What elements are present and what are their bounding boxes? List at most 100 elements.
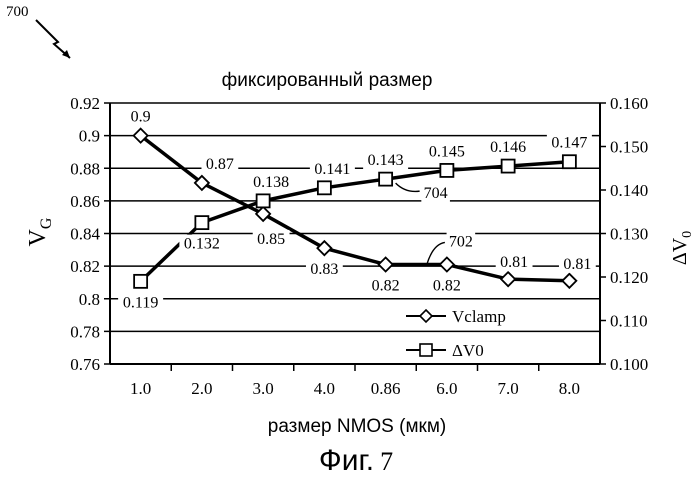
vclamp-point <box>377 256 394 273</box>
series-lines <box>139 134 570 283</box>
dv0-point <box>500 158 516 174</box>
dv0-point <box>255 193 271 209</box>
dv0-value-label: 0.119 <box>123 294 158 311</box>
left-axis-title-main: V <box>25 228 51 246</box>
x-tick-label: 3.0 <box>253 379 274 398</box>
series-line-dv0 <box>139 159 570 283</box>
ref-702-leader <box>426 241 446 265</box>
dv0-value-label: 0.138 <box>253 174 289 191</box>
figure-ref-arrowhead <box>62 50 70 58</box>
dv0-value-label: 0.143 <box>368 152 404 169</box>
x-tick-label: 2.0 <box>191 379 212 398</box>
left-tick-label: 0.92 <box>70 94 100 113</box>
ref-704-label: 704 <box>424 185 448 202</box>
ref-702-label: 702 <box>449 233 473 250</box>
ref-704-label-bg <box>421 184 450 203</box>
dv0-point <box>316 180 332 196</box>
vclamp-value-label: 0.9 <box>131 109 151 126</box>
left-axis-title: VG <box>25 217 55 246</box>
dv0-point <box>194 215 210 231</box>
figure-ref-number: 700 <box>6 4 29 20</box>
x-tick-label: 8.0 <box>559 379 580 398</box>
vclamp-value-label: 0.82 <box>433 277 461 294</box>
dv0-value-label: 0.145 <box>429 143 465 160</box>
vclamp-value-label-bg <box>305 260 343 279</box>
vclamp-point <box>561 272 578 290</box>
right-tick-label: 0.150 <box>610 138 648 157</box>
legend-dv0-square-icon <box>419 343 433 357</box>
right-axis-title-sub: 0 <box>680 231 695 238</box>
series-line-vclamp <box>139 134 570 283</box>
left-tick-label: 0.86 <box>70 192 100 211</box>
data-labels: 0.9 0.87 0.85 0.83 0.82 0.82 0.81 0.81 0.119 0.13… <box>118 107 596 312</box>
vclamp-value-label-bg <box>252 229 290 248</box>
legend-dv0-label: ΔV0 <box>452 341 484 360</box>
dv0-value-label-bg <box>363 151 409 170</box>
dv0-point <box>378 171 394 187</box>
vclamp-value-label: 0.85 <box>257 231 285 248</box>
vclamp-value-label-bg <box>495 253 533 272</box>
left-tick-label: 0.8 <box>79 290 100 309</box>
vclamp-value-label-bg <box>126 107 155 126</box>
vclamp-value-label-bg <box>428 276 466 295</box>
figure-caption: Фиг. 7 <box>319 444 393 477</box>
x-axis-title: размер NMOS (мкм) <box>268 416 446 437</box>
vclamp-point <box>438 256 456 273</box>
x-tick-label: 1.0 <box>130 379 151 398</box>
vclamp-value-label: 0.83 <box>310 261 338 278</box>
dv0-value-label-bg <box>248 172 294 191</box>
left-tick-label: 0.78 <box>70 322 100 341</box>
left-tick-label: 0.76 <box>70 355 100 374</box>
annotations <box>395 182 446 265</box>
x-tick-label: 0.86 <box>371 379 401 398</box>
vclamp-value-label: 0.81 <box>563 256 591 273</box>
left-tick-label: 0.84 <box>70 225 100 244</box>
axes: 0.76 0.78 0.8 0.82 0.84 0.86 0.88 0.9 0.92 0.100 0… <box>70 94 648 398</box>
dv0-value-label: 0.132 <box>184 236 220 253</box>
vclamp-value-label: 0.87 <box>206 156 234 173</box>
ref-704-leader <box>395 182 420 193</box>
right-tick-label: 0.140 <box>610 181 648 200</box>
vclamp-value-label: 0.81 <box>500 254 528 271</box>
vclamp-value-label-bg <box>367 276 405 295</box>
ref-702-label-bg <box>446 232 476 251</box>
vclamp-point <box>193 174 211 192</box>
dv0-point <box>561 154 577 170</box>
x-tick-label: 4.0 <box>314 379 335 398</box>
dv0-value-label-bg <box>546 133 592 152</box>
dv0-value-label: 0.141 <box>314 161 350 178</box>
right-tick-label: 0.130 <box>610 225 648 244</box>
right-tick-label: 0.120 <box>610 268 648 287</box>
legend: Vclamp ΔV0 <box>406 307 506 360</box>
dv0-point <box>439 163 455 178</box>
vclamp-point <box>254 205 272 223</box>
figure-caption-word: Фиг. <box>319 444 374 477</box>
dv0-value-label-bg <box>179 234 225 253</box>
right-axis-title: ΔV0 <box>669 231 695 265</box>
dv0-point <box>133 273 149 289</box>
dv0-value-label-bg <box>485 138 531 157</box>
figure-caption-number: 7 <box>380 447 393 476</box>
right-axis-title-main: ΔV <box>669 237 691 265</box>
left-axis-title-sub: G <box>38 217 55 229</box>
dv0-value-label-bg <box>424 142 470 161</box>
left-tick-label: 0.9 <box>79 127 100 146</box>
vclamp-point <box>499 270 517 288</box>
left-tick-label: 0.82 <box>70 257 100 276</box>
dv0-value-label: 0.147 <box>551 135 587 152</box>
left-tick-label: 0.88 <box>70 159 100 178</box>
vclamp-point <box>316 239 333 257</box>
chart-title: фиксированный размер <box>222 70 433 91</box>
right-tick-label: 0.160 <box>610 94 648 113</box>
x-tick-label: 6.0 <box>436 379 457 398</box>
legend-vclamp-label: Vclamp <box>452 307 506 326</box>
vclamp-point <box>132 127 149 144</box>
right-tick-label: 0.110 <box>610 312 648 331</box>
dv0-value-label: 0.146 <box>490 139 526 156</box>
legend-vclamp-diamond-icon <box>418 308 434 324</box>
vclamp-value-label-bg <box>558 254 596 273</box>
x-tick-label: 7.0 <box>498 379 519 398</box>
right-tick-label: 0.100 <box>610 355 648 374</box>
dv0-value-label-bg <box>309 159 355 178</box>
